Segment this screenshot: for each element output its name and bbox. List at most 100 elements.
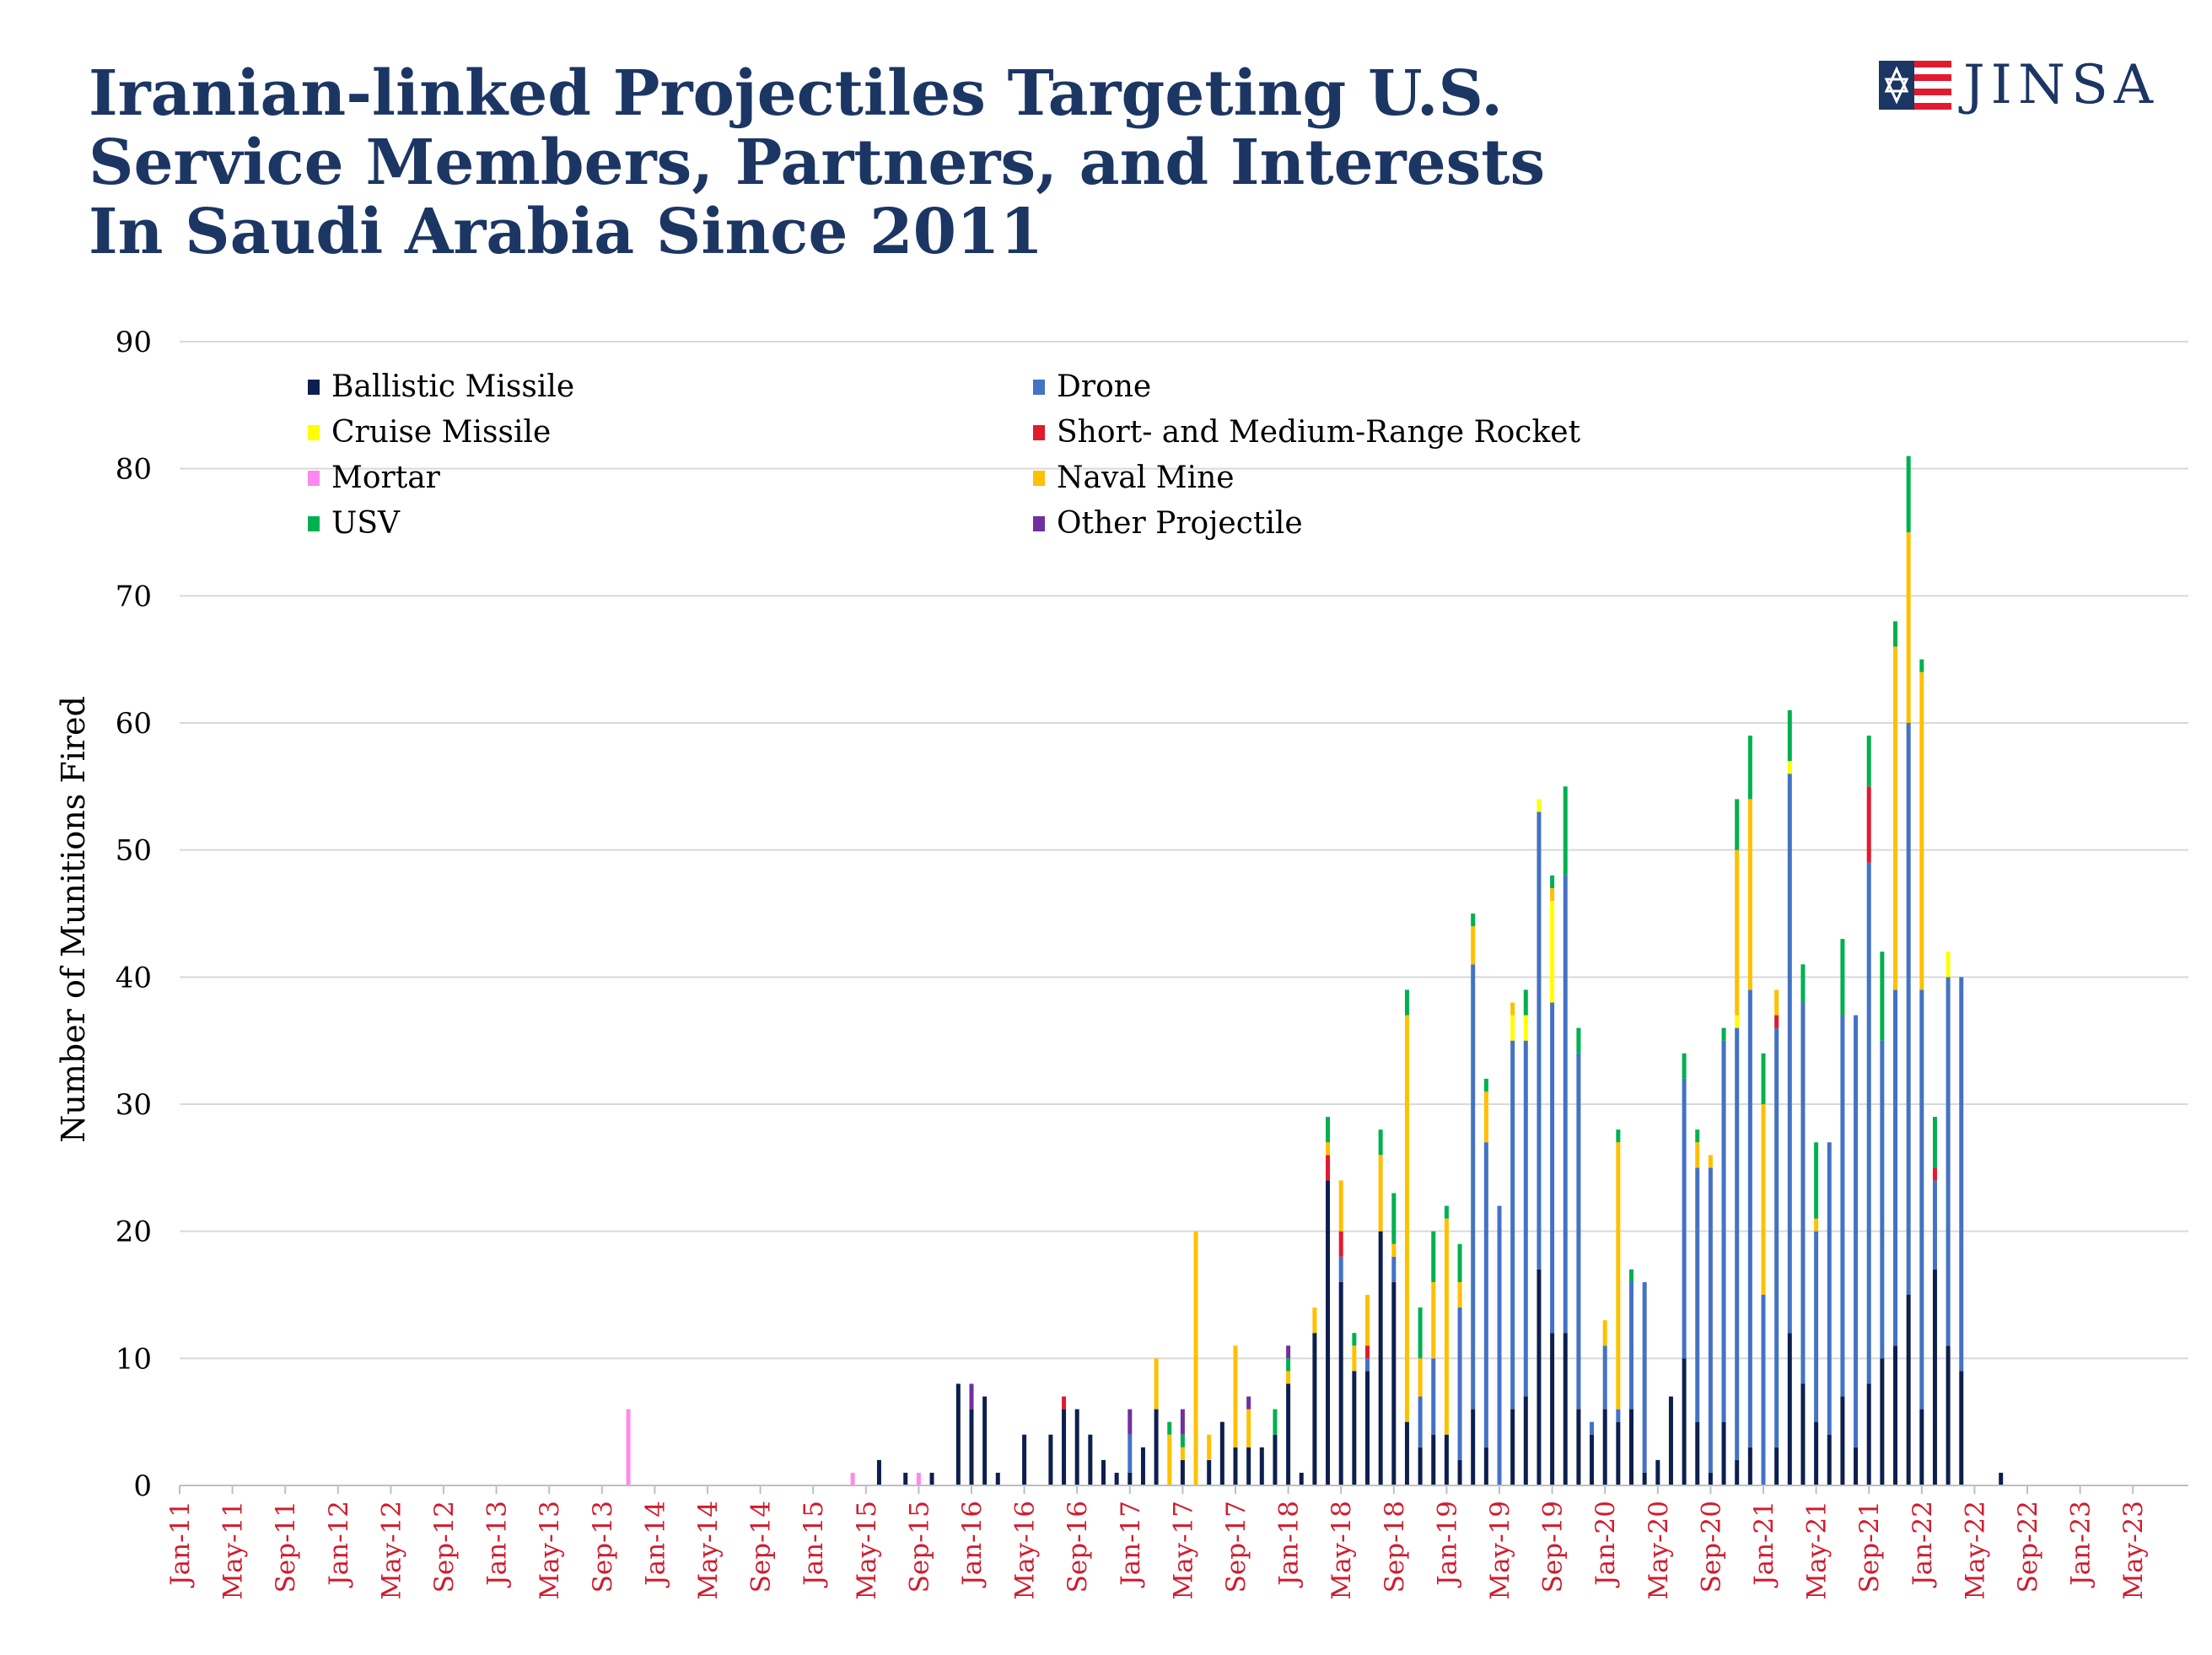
bar-dec-20 (1747, 736, 1752, 1485)
bar-segment-usv (1919, 659, 1924, 672)
bar-segment-short-and-medium-range-rocket (1326, 1155, 1331, 1181)
bar-segment-ballistic-missile (1326, 1180, 1331, 1485)
bar-segment-ballistic-missile (1814, 1421, 1819, 1485)
bar-apr-22 (1959, 977, 1964, 1485)
x-tick-label: May-15 (852, 1501, 882, 1600)
bar-apr-21 (1800, 964, 1806, 1485)
bar-segment-ballistic-missile (1590, 1434, 1595, 1485)
bar-jan-19 (1444, 1205, 1449, 1485)
bar-aug-15 (903, 1472, 908, 1485)
bar-aug-17 (1219, 1421, 1224, 1485)
bar-segment-ballistic-missile (1827, 1434, 1832, 1485)
bar-dec-16 (1114, 1472, 1119, 1485)
x-tick-label: May-18 (1327, 1501, 1357, 1600)
bar-dec-15 (955, 1383, 961, 1485)
bar-segment-usv (1378, 1129, 1383, 1156)
bar-mar-16 (995, 1472, 1000, 1485)
legend-label: Other Projectile (1057, 506, 1303, 541)
y-tick-label: 60 (116, 707, 152, 741)
jinsa-logo: JINSA (1879, 56, 2159, 115)
bar-nov-13 (626, 1409, 631, 1485)
x-tick-label: Sep-19 (1538, 1501, 1569, 1593)
bar-segment-naval-mine (1471, 926, 1476, 965)
bar-may-21 (1814, 1142, 1819, 1485)
bar-segment-naval-mine (1510, 1002, 1515, 1016)
bar-segment-drone (1471, 964, 1476, 1410)
bar-segment-ballistic-missile (1800, 1383, 1806, 1485)
legend-item-mortar: Mortar (308, 461, 441, 495)
y-axis-tick-labels: 0 10 20 30 40 50 60 70 80 90 (116, 326, 152, 1503)
x-tick-label: Sep-13 (588, 1501, 618, 1593)
bar-oct-18 (1404, 989, 1409, 1485)
bar-segment-usv (1629, 1269, 1633, 1282)
y-tick-label: 0 (133, 1469, 152, 1503)
chart-title-line-3: In Saudi Arabia Since 2011 (89, 196, 1044, 268)
bar-segment-drone (1590, 1421, 1595, 1435)
bar-may-16 (1022, 1434, 1027, 1485)
bar-segment-usv (1471, 914, 1476, 927)
bar-segment-ballistic-missile (1457, 1459, 1462, 1485)
bar-aug-18 (1378, 1129, 1383, 1485)
bar-segment-short-and-medium-range-rocket (1866, 786, 1871, 863)
bar-segment-usv (1483, 1078, 1488, 1092)
bar-nov-19 (1576, 1027, 1581, 1485)
bar-nov-21 (1893, 621, 1897, 1485)
bar-segment-usv (1721, 1027, 1726, 1041)
bar-segment-naval-mine (1391, 1243, 1397, 1257)
bar-segment-usv (1418, 1307, 1423, 1359)
bar-segment-usv (1550, 875, 1555, 888)
bar-segment-ballistic-missile (1114, 1472, 1119, 1485)
bar-may-20 (1655, 1459, 1660, 1485)
bar-segment-drone (1431, 1358, 1436, 1435)
bar-segment-usv (1893, 621, 1897, 647)
bar-oct-21 (1880, 951, 1885, 1485)
bar-segment-ballistic-missile (1471, 1409, 1476, 1485)
bar-segment-ballistic-missile (1418, 1447, 1423, 1485)
bar-segment-drone (1682, 1078, 1687, 1359)
legend-item-usv: USV (308, 506, 401, 541)
bar-may-18 (1338, 1180, 1343, 1485)
bar-segment-usv (1906, 456, 1911, 532)
bar-segment-short-and-medium-range-rocket (1932, 1167, 1937, 1181)
bar-nov-17 (1259, 1447, 1264, 1485)
bar-segment-drone (1959, 977, 1964, 1372)
x-tick-label: Jan-20 (1590, 1501, 1621, 1588)
x-tick-label: Jan-15 (799, 1501, 829, 1588)
bar-segment-ballistic-missile (1074, 1409, 1079, 1485)
bar-segment-ballistic-missile (1629, 1409, 1633, 1485)
x-tick-label: May-16 (1010, 1501, 1041, 1600)
bar-segment-drone (1800, 1002, 1806, 1384)
bar-mar-18 (1312, 1307, 1317, 1485)
bar-segment-ballistic-missile (1537, 1269, 1542, 1485)
bar-segment-other-projectile (969, 1383, 974, 1410)
bar-segment-ballistic-missile (1404, 1421, 1409, 1485)
bar-segment-drone (1721, 1040, 1726, 1422)
bar-segment-ballistic-missile (1128, 1472, 1133, 1485)
bar-segment-ballistic-missile (1854, 1447, 1859, 1485)
bar-jun-21 (1827, 1142, 1832, 1485)
bar-segment-usv (1431, 1231, 1436, 1282)
bar-segment-ballistic-missile (1616, 1421, 1621, 1485)
bar-segment-ballistic-missile (876, 1459, 881, 1485)
bar-segment-ballistic-missile (1946, 1345, 1951, 1485)
bar-mar-17 (1154, 1358, 1159, 1485)
bar-segment-ballistic-missile (1140, 1447, 1145, 1485)
bar-segment-naval-mine (1444, 1218, 1449, 1435)
bar-segment-usv (1682, 1053, 1687, 1079)
bar-feb-22 (1932, 1117, 1937, 1485)
x-tick-label: May-23 (2118, 1501, 2149, 1600)
bar-segment-ballistic-missile (1483, 1447, 1488, 1485)
bar-jul-19 (1523, 989, 1528, 1485)
bar-segment-ballistic-missile (1286, 1383, 1291, 1485)
bar-jan-20 (1602, 1320, 1607, 1485)
x-tick-label: May-21 (1802, 1501, 1833, 1600)
x-tick-label: Sep-16 (1063, 1501, 1093, 1593)
bar-apr-18 (1326, 1117, 1331, 1485)
legend-swatch (1033, 425, 1045, 440)
bar-jun-20 (1668, 1396, 1673, 1485)
bar-segment-ballistic-missile (1101, 1459, 1106, 1485)
bar-jun-19 (1510, 1002, 1515, 1485)
x-tick-label: May-22 (1960, 1501, 1990, 1600)
bar-segment-drone (1128, 1434, 1133, 1473)
bar-segment-drone (1747, 989, 1752, 1447)
